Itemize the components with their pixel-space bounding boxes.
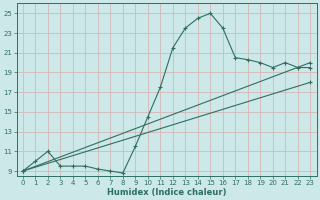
X-axis label: Humidex (Indice chaleur): Humidex (Indice chaleur) [107, 188, 226, 197]
